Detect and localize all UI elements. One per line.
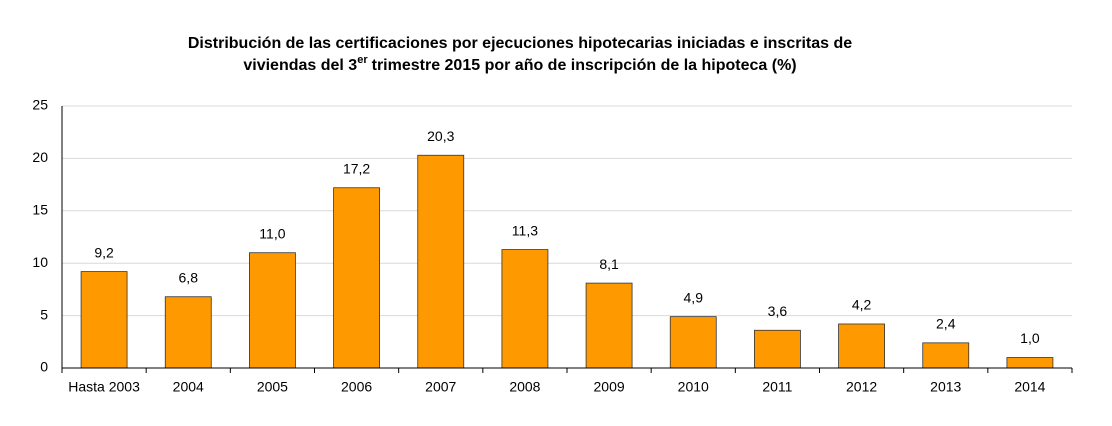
x-tick-label: 2006 <box>341 379 372 395</box>
bar <box>417 154 465 369</box>
value-label: 20,3 <box>427 128 454 144</box>
title-part: viviendas del 3 <box>243 57 357 74</box>
x-tick-label: 2011 <box>762 379 792 395</box>
y-tick-label: 10 <box>32 254 48 270</box>
value-label: 4,2 <box>852 297 872 313</box>
y-tick-label: 0 <box>40 359 48 375</box>
value-label: 1,0 <box>1020 330 1040 346</box>
bar <box>838 323 885 369</box>
y-tick-label: 25 <box>32 97 48 113</box>
x-tick-label: 2008 <box>509 379 540 395</box>
value-label: 8,1 <box>599 256 619 272</box>
value-label: 9,2 <box>94 244 114 260</box>
bar <box>501 249 549 369</box>
y-tick-label: 15 <box>32 202 48 218</box>
bar <box>249 252 296 369</box>
x-tick-label: 2009 <box>594 379 625 395</box>
value-label: 4,9 <box>684 289 704 305</box>
x-tick-label: Hasta 2003 <box>68 379 140 395</box>
value-label: 3,6 <box>768 303 788 319</box>
x-tick-label: 2005 <box>257 379 288 395</box>
value-label: 11,0 <box>259 225 285 241</box>
bar <box>585 282 633 369</box>
x-tick-label: 2007 <box>425 379 456 395</box>
bar <box>669 316 717 369</box>
x-tick-label: 2010 <box>678 379 709 395</box>
value-label: 6,8 <box>179 269 199 285</box>
x-tick-label: 2013 <box>930 379 961 395</box>
y-tick-label: 20 <box>32 149 48 165</box>
bar <box>922 342 970 369</box>
title-part: trimestre 2015 por año de inscripción de… <box>372 57 797 74</box>
x-tick-label: 2012 <box>846 379 877 395</box>
value-label: 2,4 <box>936 316 956 332</box>
chart-title: Distribución de las certificaciones por … <box>188 35 852 52</box>
bar <box>333 187 380 369</box>
bar <box>80 271 128 369</box>
bar <box>754 329 801 369</box>
chart-title: viviendas del 3er trimestre 2015 por año … <box>243 54 796 74</box>
x-tick-label: 2014 <box>1014 379 1045 395</box>
x-tick-label: 2004 <box>173 379 204 395</box>
bar <box>1006 357 1054 369</box>
title-superscript: er <box>357 54 368 66</box>
value-label: 17,2 <box>343 160 370 176</box>
bar <box>164 296 212 369</box>
y-tick-label: 5 <box>40 306 48 322</box>
value-label: 11,3 <box>512 222 538 238</box>
